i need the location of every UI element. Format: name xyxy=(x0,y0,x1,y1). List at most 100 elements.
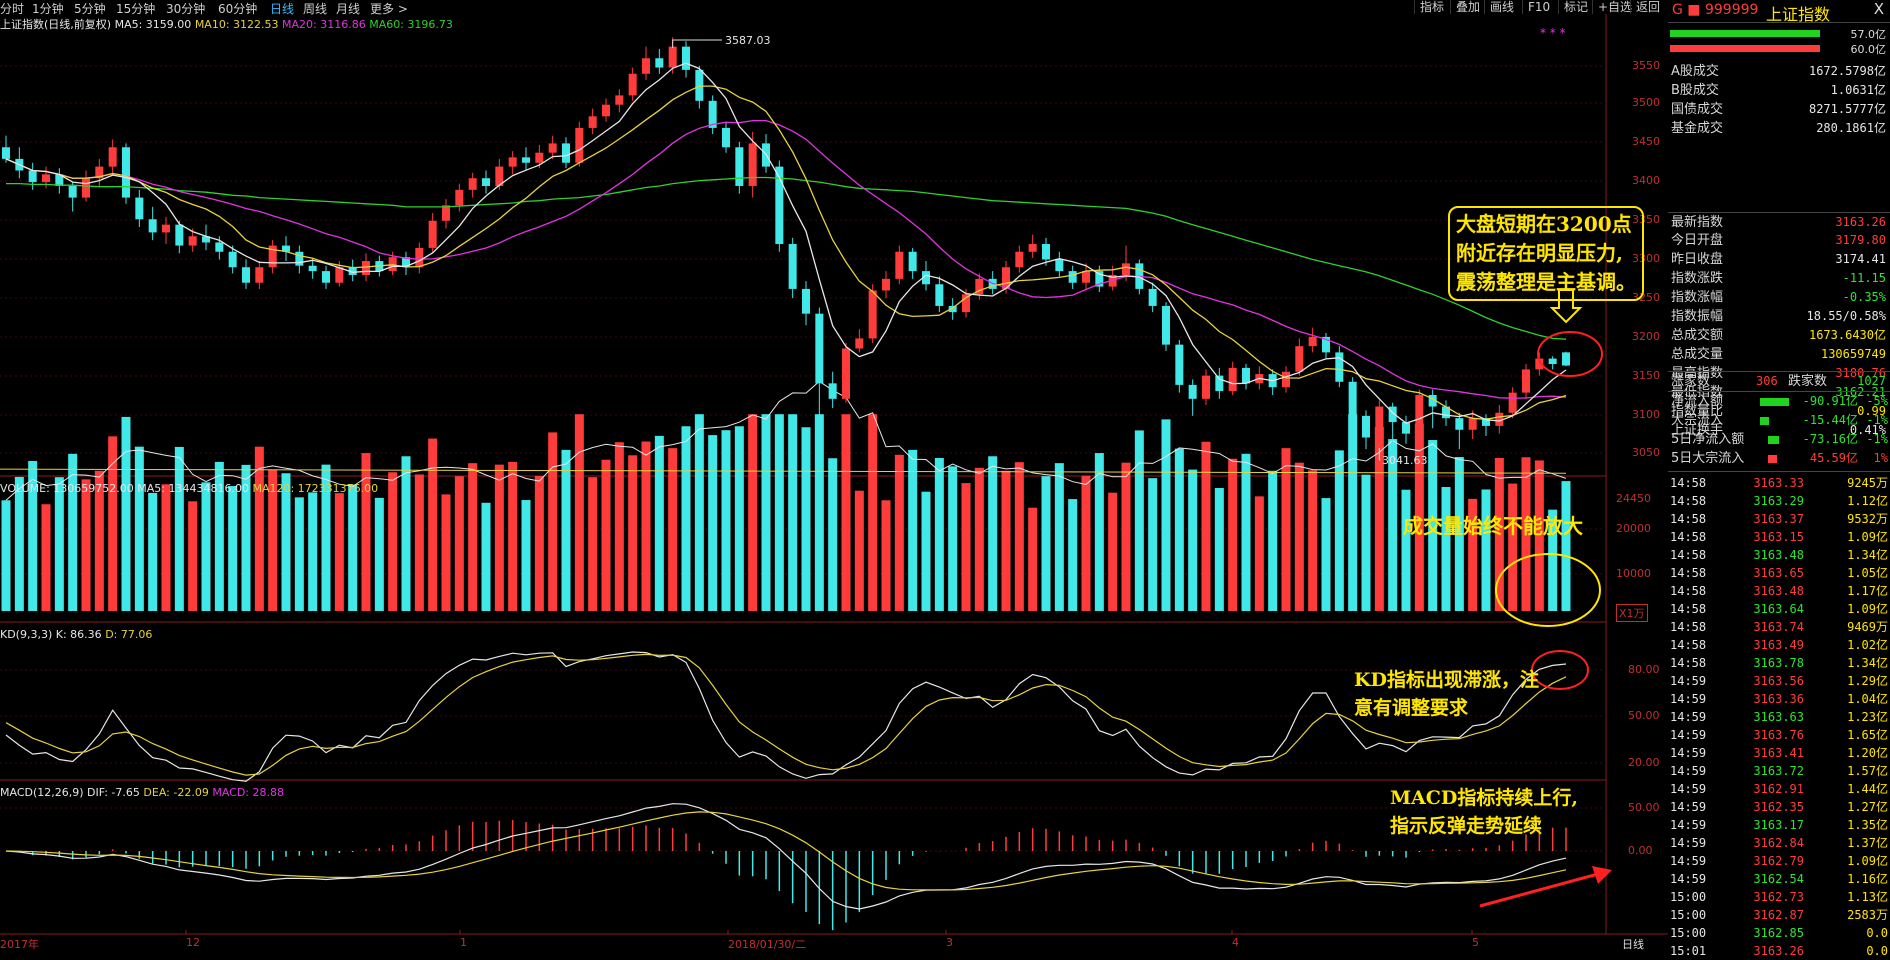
period-tab-5[interactable]: 60分钟 xyxy=(218,2,258,16)
tick-price: 3163.26 xyxy=(1753,944,1804,958)
tick-time: 15:00 xyxy=(1670,890,1707,904)
volume-bar xyxy=(921,491,931,611)
toolbar-button-0[interactable]: 指标 xyxy=(1414,0,1449,14)
toolbar-button-6[interactable]: 返回 xyxy=(1630,0,1665,14)
stat-value: 0.99 xyxy=(1857,404,1886,418)
toolbar-button-5[interactable]: +自选 xyxy=(1592,0,1637,14)
volume-bar xyxy=(1388,439,1398,611)
period-tab-6[interactable]: 日线 xyxy=(270,2,295,16)
candle-body xyxy=(1188,384,1197,399)
volume-bar xyxy=(708,435,718,611)
period-tab-9[interactable]: 更多 > xyxy=(370,2,408,16)
volume-bar xyxy=(374,497,384,611)
stat-row: A股成交 1672.5798亿 xyxy=(1668,62,1890,81)
tick-time: 14:59 xyxy=(1670,692,1707,706)
tick-row: 14:58 3163.15 1.09亿 xyxy=(1668,528,1890,546)
pressure-line-2: 附近存在明显压力, xyxy=(1456,241,1623,265)
down-count: 1027 xyxy=(1857,374,1886,388)
price-axis-label: 3400 xyxy=(1632,174,1660,187)
volume-bar xyxy=(1534,460,1544,611)
stat-label: 最新指数 xyxy=(1671,215,1724,230)
kd-lines xyxy=(5,651,1567,782)
volume-annotation: 成交量始终不能放大 xyxy=(1403,514,1583,538)
stat-value: 0.41% xyxy=(1849,423,1886,437)
volume-bar xyxy=(161,484,171,611)
volume-bar xyxy=(1041,476,1051,611)
volume-bar xyxy=(854,490,864,611)
tick-price: 3163.78 xyxy=(1753,656,1804,670)
candle-body xyxy=(562,143,570,163)
candle-body xyxy=(322,271,330,283)
tick-row: 14:59 3163.41 1.20亿 xyxy=(1668,744,1890,762)
volume-bars xyxy=(0,380,1571,611)
period-tab-0[interactable]: 分时 xyxy=(0,2,25,16)
toolbar-button-3[interactable]: F10 xyxy=(1522,0,1555,14)
period-tab-8[interactable]: 月线 xyxy=(336,2,361,16)
kline-chart[interactable] xyxy=(0,0,1668,952)
tick-amount: 1.57亿 xyxy=(1847,764,1888,778)
candle-body xyxy=(215,242,224,252)
stat-row: 昨日收盘 3174.41 xyxy=(1668,250,1890,269)
toolbar-button-4[interactable]: 标记 xyxy=(1558,0,1593,14)
strength-bottom: 60.0亿 xyxy=(1850,43,1887,56)
flow-percent: 1% xyxy=(1873,451,1888,465)
volume-bar xyxy=(574,414,584,611)
tick-price: 3162.54 xyxy=(1753,872,1804,886)
flow-label: 5日净流入额 xyxy=(1671,432,1745,447)
candle-body xyxy=(162,224,170,233)
stat-label: 总成交额 xyxy=(1671,328,1724,343)
candle-body xyxy=(1015,251,1024,268)
volume-bar xyxy=(1428,440,1438,611)
stat-value: 3179.80 xyxy=(1835,233,1886,247)
stat-label: 指数涨跌 xyxy=(1671,271,1724,286)
price-axis-label: 3450 xyxy=(1632,135,1660,148)
tick-row: 14:58 3163.49 1.02亿 xyxy=(1668,636,1890,654)
candle-body xyxy=(255,267,264,283)
candle-body xyxy=(1388,406,1397,423)
volume-bar xyxy=(1148,478,1158,611)
tick-row: 14:59 3162.79 1.09亿 xyxy=(1668,852,1890,870)
toolbar-button-1[interactable]: 叠加 xyxy=(1450,0,1485,14)
date-axis-label: 日线 xyxy=(1622,938,1644,951)
period-tab-7[interactable]: 周线 xyxy=(303,2,328,16)
tick-time: 14:58 xyxy=(1670,548,1707,562)
tick-amount: 1.13亿 xyxy=(1847,890,1888,904)
tick-amount: 1.23亿 xyxy=(1847,710,1888,724)
candle-body xyxy=(2,147,10,159)
stat-value: 1672.5798亿 xyxy=(1808,64,1886,78)
candle-body xyxy=(1002,267,1010,289)
tick-amount: 1.27亿 xyxy=(1847,800,1888,814)
flow-bar xyxy=(1760,398,1789,406)
volume-bar xyxy=(1201,441,1211,611)
candle-body xyxy=(775,166,784,245)
tick-row: 14:59 3162.54 1.16亿 xyxy=(1668,870,1890,888)
candle-body xyxy=(388,257,397,272)
flow-row: 净流入额 -90.91亿 -5% xyxy=(1668,392,1890,411)
flow-label: 5日大宗流入 xyxy=(1671,451,1745,466)
volume-bar xyxy=(1468,498,1478,611)
moving-averages xyxy=(5,62,1567,424)
period-tab-2[interactable]: 5分钟 xyxy=(74,2,106,16)
volume-axis-label: 24450 xyxy=(1616,492,1651,505)
volume-bar xyxy=(1481,489,1491,611)
tick-price: 3163.49 xyxy=(1753,638,1804,652)
volume-bar xyxy=(388,472,398,611)
stat-label: 今日开盘 xyxy=(1671,233,1724,248)
volume-bar xyxy=(1414,423,1424,611)
candle-body xyxy=(868,290,877,339)
candle-body xyxy=(1202,375,1210,399)
candle-body xyxy=(1468,418,1477,430)
tick-row: 14:58 3163.64 1.09亿 xyxy=(1668,600,1890,618)
tick-row: 14:59 3162.84 1.37亿 xyxy=(1668,834,1890,852)
tick-amount: 1.09亿 xyxy=(1847,602,1888,616)
volume-bar xyxy=(81,479,91,611)
updown-row: 涨家数 306 跌家数 1027 xyxy=(1668,371,1890,392)
period-tab-3[interactable]: 15分钟 xyxy=(116,2,156,16)
period-tab-4[interactable]: 30分钟 xyxy=(166,2,206,16)
toolbar-button-2[interactable]: 画线 xyxy=(1484,0,1519,14)
close-button[interactable]: X xyxy=(1873,0,1884,18)
period-tab-1[interactable]: 1分钟 xyxy=(32,2,64,16)
candle-body xyxy=(1042,244,1050,260)
macd-arrow-icon xyxy=(1479,872,1599,908)
pressure-line-3: 震荡整理是主基调。 xyxy=(1456,270,1636,294)
